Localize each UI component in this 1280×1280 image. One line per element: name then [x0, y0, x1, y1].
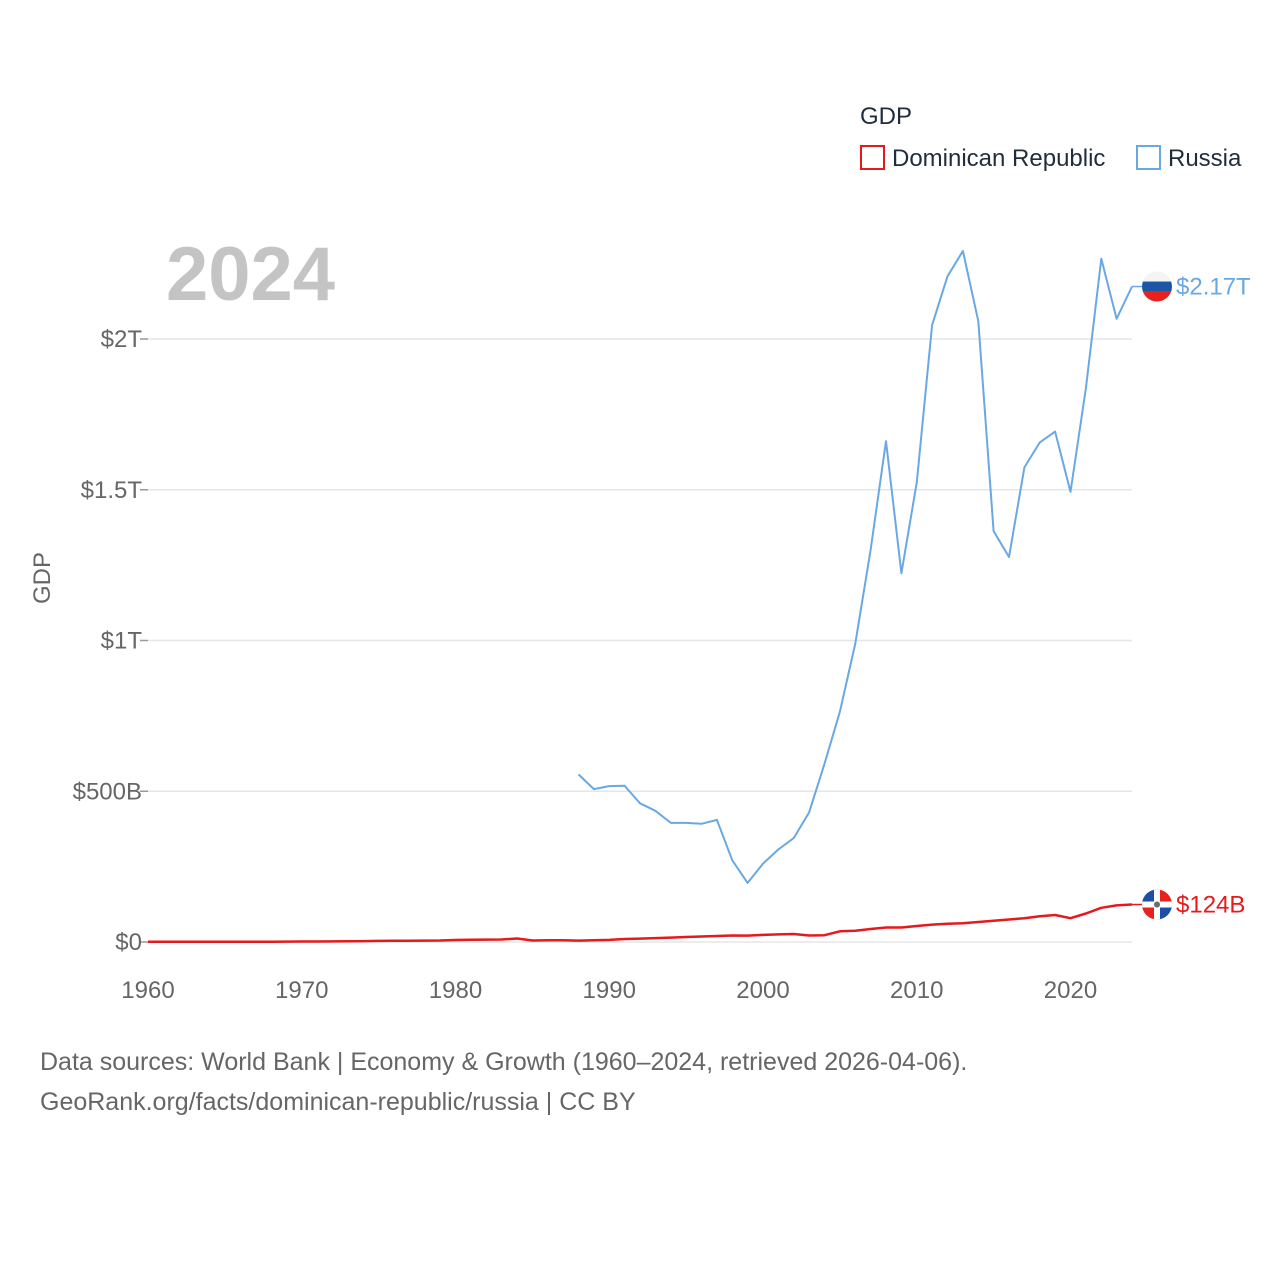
y-tick-label: $0: [115, 929, 142, 956]
russia-end-label: $2.17T: [1176, 274, 1251, 301]
legend-label-dominican-republic[interactable]: Dominican Republic: [892, 145, 1105, 172]
y-tick-label: $1T: [101, 628, 143, 655]
dominican-republic-flag-icon: [1142, 889, 1172, 920]
dominican-republic-end-marker: $124B: [1132, 889, 1245, 920]
line-dominican-republic: [148, 903, 1133, 944]
x-tick-label: 1980: [429, 977, 482, 1004]
x-tick-label: 2010: [890, 977, 943, 1004]
footer: Data sources: World Bank | Economy & Gro…: [40, 1042, 967, 1122]
legend-title: GDP: [860, 103, 912, 130]
x-tick-label: 2000: [736, 977, 789, 1004]
y-tick-label: $500B: [73, 778, 142, 805]
legend-swatch-russia[interactable]: [1136, 145, 1161, 170]
legend: GDP Dominican Republic Russia: [860, 103, 1242, 172]
x-axis-ticks: 1960 1970 1980 1990 2000 2010 2020: [121, 977, 1097, 1004]
year-watermark: 2024: [166, 232, 335, 317]
russia-flag-icon: [1142, 271, 1172, 302]
russia-end-marker: $2.17T: [1132, 271, 1251, 302]
data-sources-text: Data sources: World Bank | Economy & Gro…: [40, 1048, 968, 1076]
gdp-chart: $0 $500B $1T $1.5T $2T 1960 1970 1980 1990 2000 2…: [29, 103, 1251, 1004]
y-axis-ticks: $0 $500B $1T $1.5T $2T: [73, 326, 148, 956]
x-tick-label: 1970: [275, 977, 328, 1004]
dominican-republic-end-label: $124B: [1176, 892, 1245, 919]
source-url-text: GeoRank.org/facts/dominican-republic/rus…: [40, 1088, 636, 1116]
line-russia: [577, 250, 1133, 884]
gridlines: [148, 338, 1132, 943]
series-lines: [148, 250, 1133, 944]
y-tick-label: $1.5T: [81, 477, 143, 504]
x-tick-label: 1960: [121, 977, 174, 1004]
y-axis-title: GDP: [29, 552, 56, 604]
legend-label-russia[interactable]: Russia: [1168, 145, 1242, 172]
x-tick-label: 2020: [1044, 977, 1097, 1004]
x-tick-label: 1990: [583, 977, 636, 1004]
y-tick-label: $2T: [101, 326, 143, 353]
legend-swatch-dominican-republic[interactable]: [860, 145, 885, 170]
